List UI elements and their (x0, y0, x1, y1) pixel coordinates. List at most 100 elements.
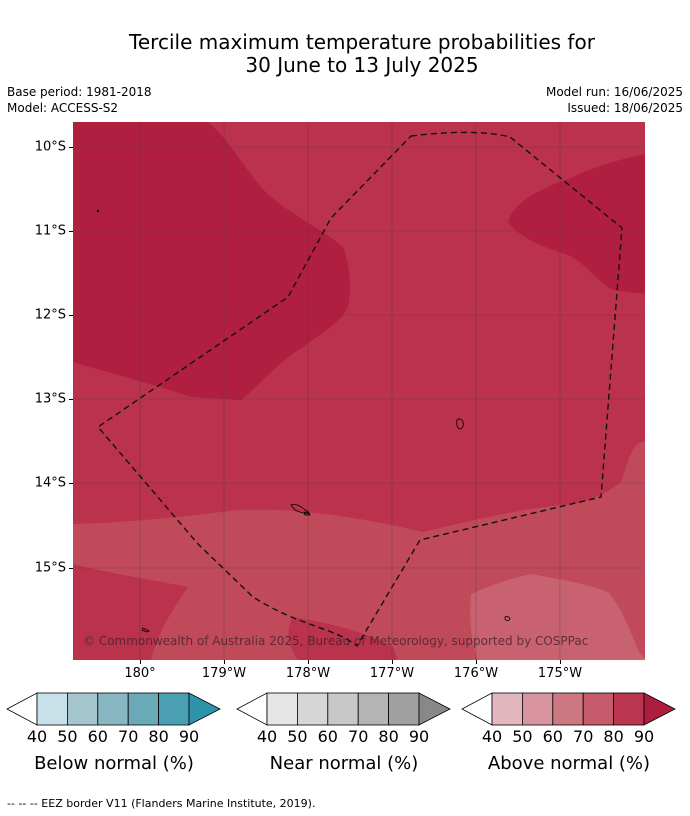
lat-tick (69, 315, 73, 316)
colorbar-tick-label: 70 (573, 727, 594, 746)
colorbar-segment (127, 692, 159, 726)
colorbar-tick-label: 90 (633, 727, 655, 746)
colorbar-label: Above normal (%) (487, 753, 651, 774)
colorbar-segment (522, 692, 554, 726)
colorbar-tick-label: 70 (348, 727, 369, 746)
colorbar-segment (36, 692, 68, 726)
title-line-1: Tercile maximum temperature probabilitie… (129, 30, 595, 54)
colorbar-ticks: 40 50 60 70 80 90 (461, 728, 677, 746)
colorbar-tick-label: 40 (256, 727, 278, 746)
island-islet-southeast (504, 616, 511, 621)
lon-tick (140, 660, 141, 664)
colorbar-extend-low (461, 692, 493, 726)
colorbar-extend-low (6, 692, 38, 726)
colorbar-tick-label: 60 (87, 727, 108, 746)
lon-tick (560, 660, 561, 664)
colorbar-tick-label: 50 (57, 727, 78, 746)
base-period: Base period: 1981-2018 (7, 85, 152, 99)
meta-right: Model run: 16/06/2025 Issued: 18/06/2025 (546, 84, 683, 116)
colorbar-extend-high (643, 692, 676, 726)
colorbar-below-normal: 40 50 60 70 80 90 Below normal (%) (6, 692, 222, 782)
eez-border (96, 131, 623, 648)
island-wallis (456, 418, 464, 430)
lat-label: 10°S (34, 139, 66, 155)
colorbar-svg (6, 692, 221, 726)
lat-tick (69, 399, 73, 400)
lon-label: 177°W (369, 666, 415, 681)
colorbar-extend-high (188, 692, 221, 726)
lon-tick (224, 660, 225, 664)
colorbar-segment (158, 692, 190, 726)
lat-tick (69, 568, 73, 569)
lat-label: 11°S (34, 223, 66, 239)
island-alofi (303, 511, 311, 516)
colorbar-segment (613, 692, 645, 726)
map-svg (73, 122, 645, 660)
lon-label: 179°W (201, 666, 247, 681)
lon-tick (392, 660, 393, 664)
colorbar-above-normal: 40 50 60 70 80 90 Above normal (%) (461, 692, 677, 782)
lon-label: 175°W (537, 666, 583, 681)
colorbar-tick-label: 90 (408, 727, 430, 746)
eez-footnote: -- -- -- EEZ border V11 (Flanders Marine… (7, 797, 316, 810)
colorbar-tick-label: 80 (148, 727, 169, 746)
meta-left: Base period: 1981-2018 Model: ACCESS-S2 (7, 84, 152, 116)
colorbar-svg (236, 692, 451, 726)
island-islet-southwest (141, 627, 150, 633)
colorbar-ticks: 40 50 60 70 80 90 (236, 728, 452, 746)
colorbar-segment (552, 692, 584, 726)
lon-label: 176°W (453, 666, 499, 681)
island-islet-north (96, 209, 100, 213)
colorbar-tick-label: 70 (118, 727, 139, 746)
copyright-credit: © Commonwealth of Australia 2025, Bureau… (83, 634, 589, 648)
lon-tick (308, 660, 309, 664)
colorbar-extend-high (418, 692, 451, 726)
region-prob-90-northwest (73, 122, 350, 400)
lat-tick (69, 483, 73, 484)
lat-label: 13°S (34, 391, 66, 407)
lat-tick (69, 147, 73, 148)
lon-label: 178°W (285, 666, 331, 681)
lat-tick (69, 231, 73, 232)
region-prob-80-south-patch (288, 617, 398, 660)
colorbar-segment (266, 692, 298, 726)
region-prob-80-west-strip (73, 564, 188, 660)
region-prob-90-northeast (508, 154, 645, 294)
colorbar-tick-label: 40 (26, 727, 48, 746)
colorbar-tick-label: 90 (178, 727, 200, 746)
colorbar-tick-label: 80 (378, 727, 399, 746)
model-name: Model: ACCESS-S2 (7, 101, 119, 115)
colorbar-extend-low (236, 692, 268, 726)
map-panel[interactable]: © Commonwealth of Australia 2025, Bureau… (73, 122, 645, 660)
colorbar-segment (582, 692, 614, 726)
lat-label: 15°S (34, 560, 66, 576)
colorbar-tick-label: 60 (317, 727, 338, 746)
colorbar-segment (97, 692, 129, 726)
graticule (73, 122, 645, 660)
colorbar-segment (491, 692, 523, 726)
colorbar-segment (357, 692, 389, 726)
lon-label: 180° (124, 666, 156, 681)
colorbar-svg (461, 692, 676, 726)
title-line-2: 30 June to 13 July 2025 (245, 53, 479, 77)
colorbar-tick-label: 50 (287, 727, 308, 746)
colorbar-near-normal: 40 50 60 70 80 90 Near normal (%) (236, 692, 452, 782)
region-prob-60-southeast (470, 574, 645, 660)
chart-title: Tercile maximum temperature probabilitie… (0, 31, 690, 77)
colorbar-ticks: 40 50 60 70 80 90 (6, 728, 222, 746)
colorbar-tick-label: 40 (481, 727, 503, 746)
colorbar-tick-label: 50 (512, 727, 533, 746)
colorbar-label: Below normal (%) (34, 753, 194, 774)
colorbar-segment (327, 692, 359, 726)
lat-label: 12°S (34, 307, 66, 323)
model-run: Model run: 16/06/2025 (545, 85, 683, 99)
lon-tick (476, 660, 477, 664)
colorbar-tick-label: 80 (603, 727, 624, 746)
colorbar-segment (388, 692, 420, 726)
colorbar-segment (297, 692, 329, 726)
issued-date: Issued: 18/06/2025 (567, 101, 683, 115)
colorbar-segment (67, 692, 99, 726)
lat-label: 14°S (34, 475, 66, 491)
colorbar-label: Near normal (%) (269, 753, 419, 774)
colorbar-tick-label: 60 (542, 727, 563, 746)
